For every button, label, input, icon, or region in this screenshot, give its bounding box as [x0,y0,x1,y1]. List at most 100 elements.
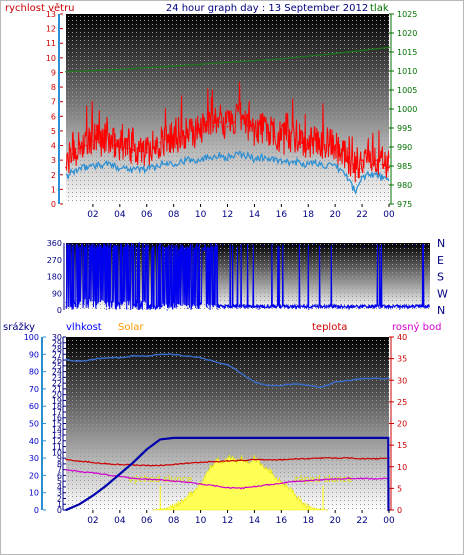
wind-direction-point [338,307,340,309]
humidity-point [78,360,81,362]
precipitation-point [145,448,148,451]
solar-point [296,497,299,499]
secondary-y-tick-label: 29 [52,339,62,348]
wind-direction-point [206,306,209,308]
secondary-y-tick-label: 6 [57,471,62,480]
secondary-y-tick-label: 4 [57,483,62,492]
temperature-point [226,460,229,462]
humidity-point [280,384,283,387]
secondary-y-tick-label: 1 [57,500,62,509]
wind-direction-point [201,243,204,245]
wind-direction-point [156,306,158,308]
wind-direction-point [257,308,259,310]
precipitation-point [293,437,296,439]
direction-y-tick-label: 270 [47,256,62,265]
pressure-y-tick-label: 1005 [397,86,417,95]
wind-y-tick-label: 3 [51,156,56,165]
dewpoint-point [347,477,350,480]
pressure-y-tick-label: 990 [397,143,412,152]
secondary-y-tick-label: 17 [52,408,62,417]
wind-gust-point [293,138,296,141]
precipitation-point [253,437,256,439]
temperature-point [307,457,309,460]
precipitation-point [199,437,202,439]
wind-direction-point [277,303,279,306]
precipitation-point [347,437,350,439]
secondary-y-tick-label: 19 [52,396,62,405]
wind-panel-x-tick-label: 00 [383,210,395,220]
humidity-point [92,358,94,361]
wind-gust-point [85,144,87,147]
wind-panel-x-tick-label: 16 [276,210,288,220]
atmos-panel-x-tick-label: 04 [114,516,126,526]
wind-direction-point [358,305,360,307]
precipitation-point [226,437,229,439]
solar-point [240,457,242,459]
wind-gust-point [381,163,384,166]
secondary-y-tick-label: 26 [52,356,62,365]
wind-gust-point [314,138,316,141]
wind-gust-point [199,130,202,132]
precip-y-tick-label: 50 [29,420,39,429]
wind-gust-point [186,133,188,135]
solar-point [152,509,155,511]
temperature-point [119,463,121,466]
secondary-y-tick-label: 11 [52,443,62,452]
secondary-y-tick-label: 20 [52,391,62,400]
wind-y-tick-label: 7 [51,98,56,107]
wind-direction-point [323,246,325,248]
solar-point [247,461,249,463]
axis-label-solar: Solar [118,322,144,333]
secondary-y-tick-label: 10 [52,448,62,457]
pressure-point [226,61,229,64]
wind-direction-point [353,243,355,245]
precipitation-point [320,437,323,439]
solar-point [278,479,280,481]
wind-direction-point [131,243,133,245]
temperature-y-tick-label: 5 [397,484,402,493]
pressure-point [334,52,336,55]
wind-gust-point [341,152,343,154]
wind-direction-point [252,244,254,246]
temperature-point [374,458,377,460]
wind-direction-point [237,307,239,309]
pressure-y-tick-label: 1010 [397,67,417,76]
wind-panel-x-tick-label: 06 [141,210,153,220]
wind-gust-point [78,147,81,150]
temperature-point [159,464,161,467]
precipitation-point [240,437,242,439]
wind-y-tick-label: 11 [46,39,56,48]
temperature-point [65,458,67,461]
temperature-point [213,460,215,463]
precipitation-point [159,438,162,441]
wind-direction-point [383,245,386,247]
wind-direction-point [262,245,264,247]
wind-gust-point [119,144,121,147]
wind-direction-point [146,308,148,310]
humidity-point [267,384,269,387]
pressure-point [280,58,283,60]
dewpoint-point [146,478,148,480]
direction-compass-label: S [437,271,444,284]
wind-direction-point [105,308,108,310]
solar-point [210,465,212,467]
humidity-point [240,372,242,375]
wind-direction-point [110,244,113,246]
wind-direction-point [85,306,87,308]
wind-y-tick-label: 9 [51,68,56,77]
dewpoint-point [132,477,134,480]
solar-point [313,507,315,509]
pressure-point [119,68,121,71]
dewpoint-point [199,483,202,485]
wind-axis-bar [58,14,60,204]
wind-direction-point [414,244,416,246]
humidity-point [65,358,67,361]
secondary-y-tick-label: 27 [52,350,62,359]
wind-direction-point [242,243,244,245]
wind-direction-point [161,243,163,245]
atmos-panel-x-tick-label: 10 [195,516,207,526]
dewpoint-point [321,479,323,481]
wind-direction-point [191,246,193,248]
pressure-point [172,65,175,67]
